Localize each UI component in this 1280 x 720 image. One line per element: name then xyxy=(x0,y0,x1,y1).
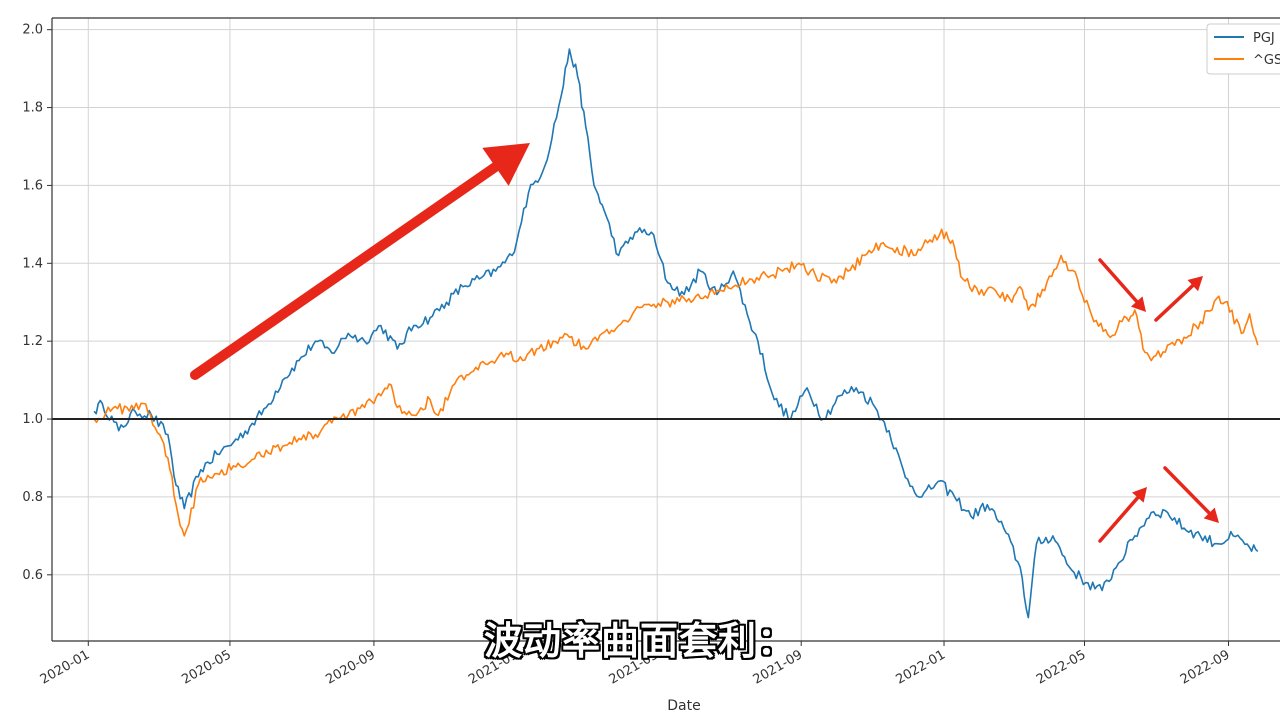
annotation-arrows xyxy=(190,143,1219,543)
series-line-gs xyxy=(93,228,1259,537)
annotation-arrow-main-head xyxy=(482,143,530,186)
axes-frame xyxy=(51,17,1280,642)
annotation-arrow-pgj-up xyxy=(1098,495,1140,543)
annotation-arrow-pgj-down xyxy=(1163,466,1211,515)
y-tick-label: 0.8 xyxy=(22,490,43,505)
series-layer xyxy=(93,48,1259,619)
annotation-arrow-gs-down xyxy=(1098,258,1139,304)
y-axis-ticks: 0.6 0.8 1.0 1.2 1.4 1.6 1.8 2.0 xyxy=(22,23,52,583)
series-line-pgj xyxy=(93,48,1259,619)
annotation-arrow-pgj-down-head xyxy=(1203,507,1219,523)
y-tick-label: 0.6 xyxy=(22,568,43,583)
y-tick-label: 2.0 xyxy=(22,23,43,38)
x-axis-label: Date xyxy=(667,698,700,714)
plot-area xyxy=(52,18,1280,641)
legend: PGJ ^GS xyxy=(1206,23,1280,75)
y-tick-label: 1.8 xyxy=(22,101,43,116)
video-subtitle: 波动率曲面套利： xyxy=(483,619,796,663)
y-tick-label: 1.2 xyxy=(22,334,43,349)
y-tick-label: 1.6 xyxy=(22,178,43,193)
annotation-arrow-pgj-up-head xyxy=(1132,487,1147,503)
annotation-arrow-gs-up-head xyxy=(1187,276,1203,292)
annotation-arrow-gs-down-head xyxy=(1130,296,1146,312)
legend-label-pgj: PGJ xyxy=(1253,31,1275,46)
y-tick-label: 1.4 xyxy=(22,256,43,271)
legend-label-gs: ^GS xyxy=(1253,53,1280,68)
x-gridlines xyxy=(87,18,1229,641)
annotation-arrow-main xyxy=(190,161,501,380)
y-tick-label: 1.0 xyxy=(22,412,43,427)
annotation-arrow-gs-up xyxy=(1154,283,1195,322)
